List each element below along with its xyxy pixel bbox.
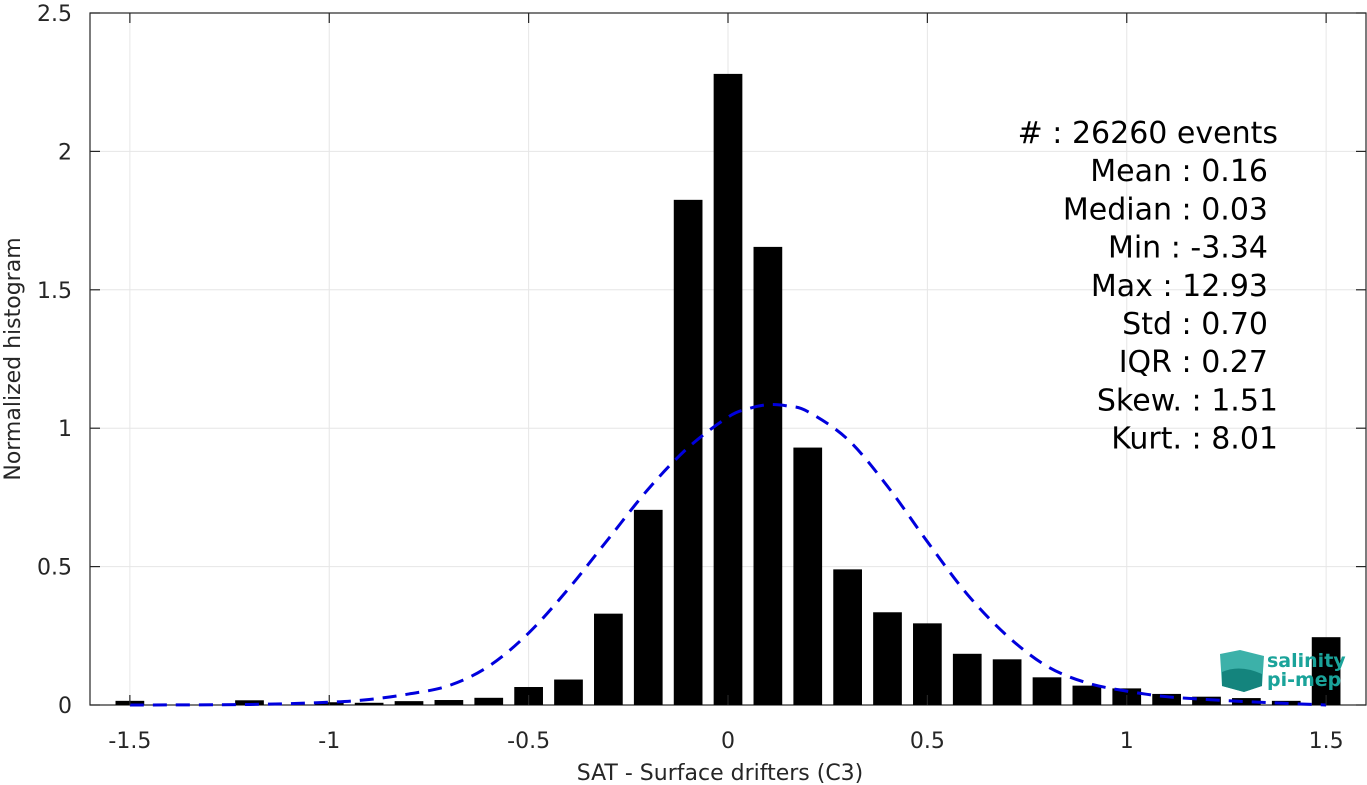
histogram-bar	[434, 700, 464, 705]
gaussian-fit-line	[129, 403, 1327, 707]
histogram-bar	[633, 509, 663, 705]
y-tick-label: 2.5	[37, 2, 72, 27]
logo-text-pi-mep: pi-mep	[1267, 669, 1341, 691]
histogram-bar	[913, 623, 942, 705]
y-tick-label: 1.5	[37, 279, 72, 304]
histogram-bar	[354, 702, 384, 705]
histogram-bars	[115, 73, 1341, 706]
x-axis-title: SAT - Surface drifters (C3)	[577, 761, 864, 785]
stats-line: Std : 0.70	[1122, 307, 1268, 342]
x-tick-label: 0.5	[910, 729, 945, 754]
x-tick-label: -1.5	[108, 729, 151, 754]
y-tick-label: 0	[58, 694, 72, 719]
histogram-bar	[394, 701, 424, 705]
histogram-bar	[873, 612, 902, 705]
stats-line: Mean : 0.16	[1090, 154, 1268, 189]
histogram-bar	[1232, 698, 1261, 705]
stats-line: Kurt. : 8.01	[1111, 422, 1278, 457]
logo-wave-icon	[1222, 668, 1262, 692]
stats-line: IQR : 0.27	[1119, 345, 1268, 380]
x-tick-label: -0.5	[507, 729, 550, 754]
histogram-bar	[833, 569, 862, 705]
histogram-bar	[474, 697, 504, 705]
y-tick-label: 1	[58, 417, 72, 442]
histogram-bar	[1152, 693, 1181, 705]
salinity-pi-mep-logo: salinity pi-mep	[1220, 650, 1346, 692]
x-tick-label: 1.5	[1309, 729, 1344, 754]
x-tick-label: -1	[318, 729, 340, 754]
histogram-bar	[1311, 637, 1341, 705]
histogram-bar	[594, 613, 623, 705]
stats-line: Skew. : 1.51	[1097, 383, 1278, 418]
histogram-bar	[793, 447, 823, 705]
histogram-bar	[1032, 677, 1062, 705]
histogram-bar	[992, 659, 1022, 705]
histogram-bar	[952, 653, 982, 705]
y-tick-label: 2	[58, 140, 72, 165]
y-axis-title: Normalized histogram	[1, 237, 26, 480]
x-tick-label: 0	[721, 729, 735, 754]
histogram-bar	[753, 246, 783, 705]
histogram-bar	[235, 700, 264, 705]
y-tick-label: 0.5	[37, 556, 72, 581]
axes-ticks: -1.5 -1 -0.5 0 0.5 1 1.5 0 0.5 1 1.5 2 2.5	[37, 2, 1366, 754]
histogram-bar	[1072, 685, 1102, 705]
logo-text-salinity: salinity	[1267, 650, 1346, 672]
stats-line: Median : 0.03	[1063, 192, 1268, 227]
stats-line: Max : 12.93	[1091, 269, 1268, 304]
stats-line: # : 26260 events	[1018, 116, 1278, 151]
histogram-bar	[713, 73, 743, 706]
histogram-bar	[554, 679, 583, 705]
histogram-bar	[673, 199, 703, 705]
x-tick-label: 1	[1120, 729, 1134, 754]
stats-line: Min : -3.34	[1108, 231, 1268, 266]
